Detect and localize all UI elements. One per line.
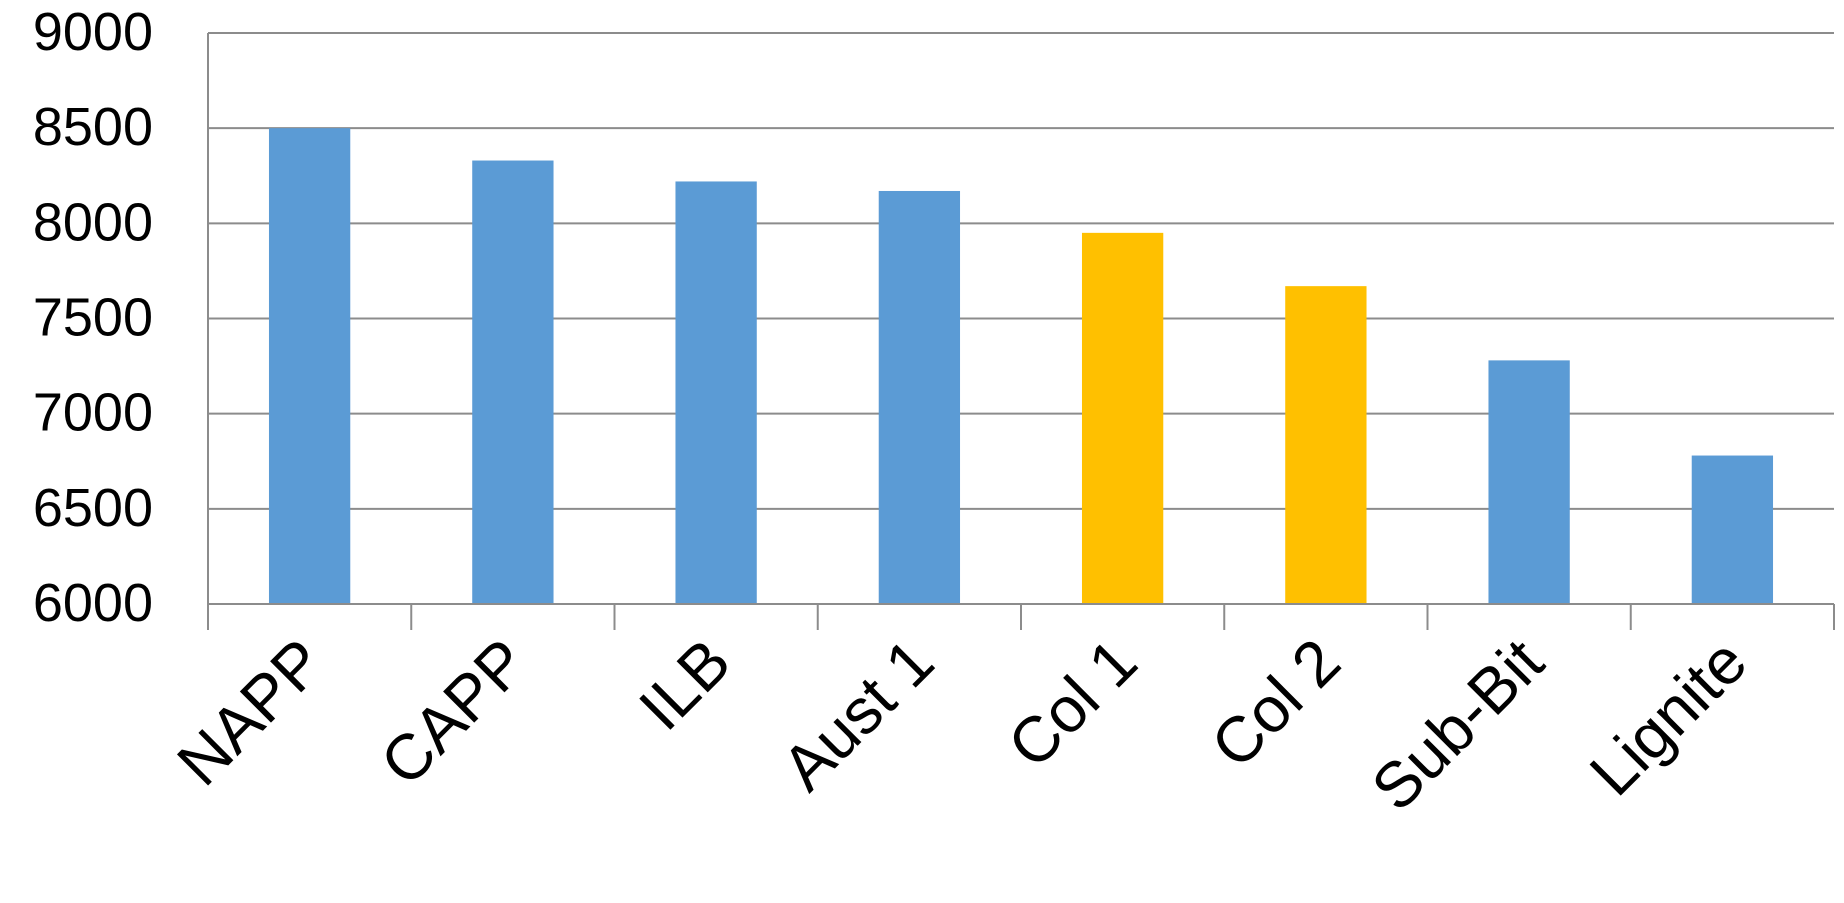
bar-capp [472, 160, 554, 605]
x-tick-label-ilb: ILB [625, 625, 744, 744]
y-tick-label-6500: 6500 [33, 478, 153, 538]
x-tick-label-col-2: Col 2 [1197, 625, 1354, 782]
bar-napp [268, 128, 351, 604]
y-tick-label-6000: 6000 [33, 573, 153, 633]
x-tick-label-col-1: Col 1 [994, 625, 1151, 782]
x-tick-label-napp: NAPP [163, 625, 337, 799]
gridlines [208, 32, 1834, 605]
bar-col-1 [1081, 232, 1164, 604]
bar-sub-bit [1488, 360, 1570, 604]
bar-lignite [1691, 455, 1774, 604]
bar-col-2 [1285, 286, 1367, 604]
bars [268, 128, 1774, 605]
bar-aust-1 [878, 190, 961, 604]
x-tick-label-sub-bit: Sub-Bit [1358, 625, 1557, 824]
x-tick-label-aust-1: Aust 1 [768, 625, 947, 804]
y-tick-label-7500: 7500 [33, 288, 153, 348]
x-tick-label-capp: CAPP [367, 625, 541, 799]
axes [207, 33, 1835, 630]
y-tick-label-7000: 7000 [33, 383, 153, 443]
y-tick-label-8500: 8500 [33, 97, 153, 157]
x-tick-label-lignite: Lignite [1576, 625, 1760, 809]
bar-ilb [675, 181, 757, 604]
y-tick-label-8000: 8000 [33, 192, 153, 252]
y-tick-label-9000: 9000 [33, 2, 153, 62]
